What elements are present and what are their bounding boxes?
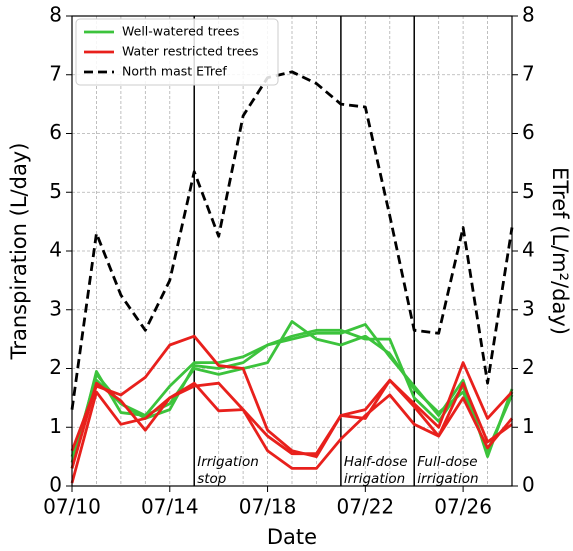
event-label: Half-dose — [344, 454, 408, 470]
y2-tick-label: 2 — [522, 355, 535, 379]
event-label: irrigation — [344, 471, 405, 487]
data-line — [70, 381, 514, 470]
y-tick-label: 3 — [49, 296, 62, 320]
y2-tick-label: 7 — [522, 61, 535, 85]
y2-tick-label: 0 — [522, 473, 535, 497]
y-tick-label: 4 — [49, 238, 62, 262]
y-tick-label: 5 — [49, 179, 62, 203]
x-tick-label: 07/10 — [43, 495, 101, 519]
x-tick-label: 07/14 — [141, 495, 199, 519]
legend-label: North mast ETref — [122, 64, 227, 79]
y-tick-label: 1 — [49, 414, 62, 438]
y2-tick-label: 8 — [522, 3, 535, 27]
y2-axis-label: ETref (L/m²/day) — [548, 167, 572, 335]
y-tick-label: 6 — [49, 120, 62, 144]
legend-label: Water restricted trees — [122, 44, 259, 59]
x-tick-label: 07/26 — [434, 495, 492, 519]
data-line — [70, 320, 514, 463]
x-tick-label: 07/22 — [337, 495, 395, 519]
y-tick-label: 2 — [49, 355, 62, 379]
y2-tick-label: 5 — [522, 179, 535, 203]
y-axis-label: Transpiration (L/day) — [7, 143, 31, 361]
y-tick-label: 7 — [49, 61, 62, 85]
y-tick-label: 8 — [49, 3, 62, 27]
y-tick-label: 0 — [49, 473, 62, 497]
x-tick-label: 07/18 — [239, 495, 297, 519]
y2-tick-label: 6 — [522, 120, 535, 144]
data-line — [70, 70, 514, 410]
event-label: Irrigation — [197, 454, 259, 470]
y2-tick-label: 3 — [522, 296, 535, 320]
event-label: irrigation — [417, 471, 478, 487]
y2-tick-label: 1 — [522, 414, 535, 438]
y2-tick-label: 4 — [522, 238, 535, 262]
legend-label: Well-watered trees — [122, 24, 239, 39]
plot-frame — [71, 15, 513, 487]
legend-box — [75, 18, 279, 86]
event-label: stop — [197, 471, 226, 487]
data-line — [70, 334, 514, 459]
x-axis-label: Date — [267, 525, 317, 549]
event-label: Full-dose — [417, 454, 477, 470]
